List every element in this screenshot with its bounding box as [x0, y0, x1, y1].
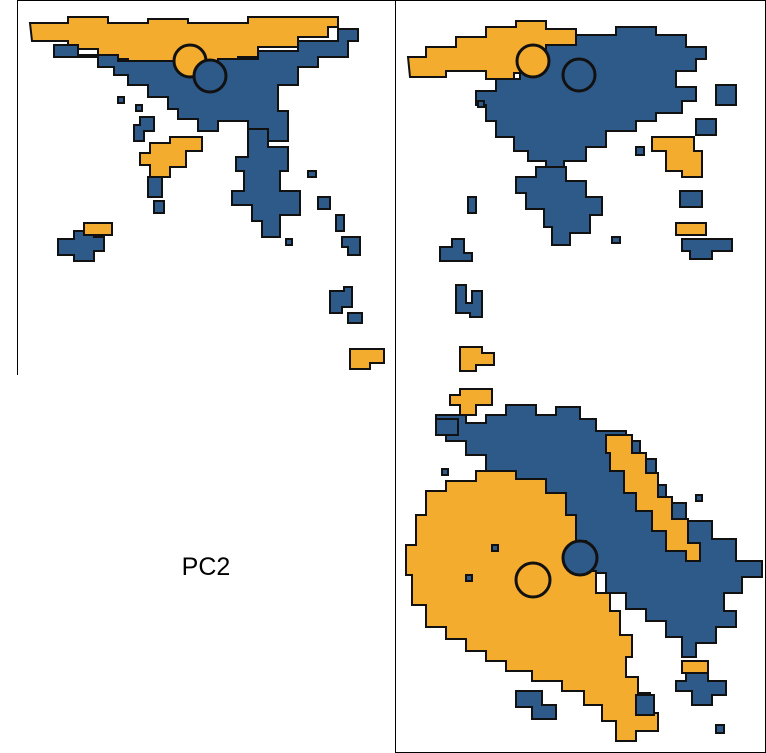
orange-region — [449, 388, 493, 416]
panel-top-right — [395, 0, 766, 376]
blue-region — [477, 100, 485, 108]
blue-region — [435, 418, 459, 436]
centroid-blue — [192, 58, 228, 94]
orange-region — [83, 222, 113, 236]
blue-region — [347, 312, 363, 324]
blue-region — [635, 694, 655, 716]
orange-region — [605, 434, 701, 562]
blue-region — [133, 116, 155, 142]
blue-region — [335, 214, 345, 232]
orange-region — [139, 136, 203, 178]
blue-region — [695, 118, 717, 136]
blue-region — [341, 236, 361, 256]
blue-region — [467, 196, 477, 214]
orange-region — [459, 346, 495, 372]
blue-region — [455, 284, 483, 318]
blue-region — [57, 230, 105, 262]
blue-region — [307, 170, 317, 178]
blue-region — [675, 670, 727, 706]
blue-region — [117, 96, 125, 104]
panel-bottom-right — [395, 375, 766, 753]
blue-region — [515, 690, 557, 720]
blue-region — [635, 146, 645, 156]
blue-region — [679, 190, 703, 208]
blue-region — [695, 494, 703, 502]
orange-region — [681, 660, 709, 674]
panel-bottom-left: PC2 — [17, 375, 396, 753]
blue-region — [439, 238, 473, 262]
orange-region — [405, 470, 659, 742]
blue-region — [465, 574, 473, 582]
panel-top-left — [17, 0, 396, 376]
centroid-orange — [515, 43, 551, 79]
blue-region — [611, 236, 621, 244]
centroid-orange — [514, 561, 552, 599]
blue-region — [441, 468, 449, 476]
scatter-top-right — [406, 20, 737, 372]
blue-region — [681, 238, 733, 260]
blue-region — [715, 724, 725, 734]
blue-region — [715, 84, 737, 106]
diagonal-label: PC2 — [181, 553, 231, 581]
blue-region — [329, 286, 353, 314]
centroid-blue — [561, 57, 597, 93]
orange-region — [651, 136, 703, 178]
blue-region — [231, 128, 301, 238]
orange-region — [349, 348, 385, 370]
blue-region — [285, 238, 293, 246]
blue-region — [491, 544, 499, 552]
scatter-bottom-right — [405, 388, 763, 742]
blue-region — [147, 176, 163, 198]
blue-region — [135, 104, 143, 112]
centroid-blue — [561, 539, 599, 577]
scatter-top-left — [28, 16, 385, 370]
blue-region — [317, 196, 331, 210]
orange-region — [675, 222, 707, 236]
blue-region — [153, 200, 165, 214]
blue-region — [515, 166, 603, 246]
